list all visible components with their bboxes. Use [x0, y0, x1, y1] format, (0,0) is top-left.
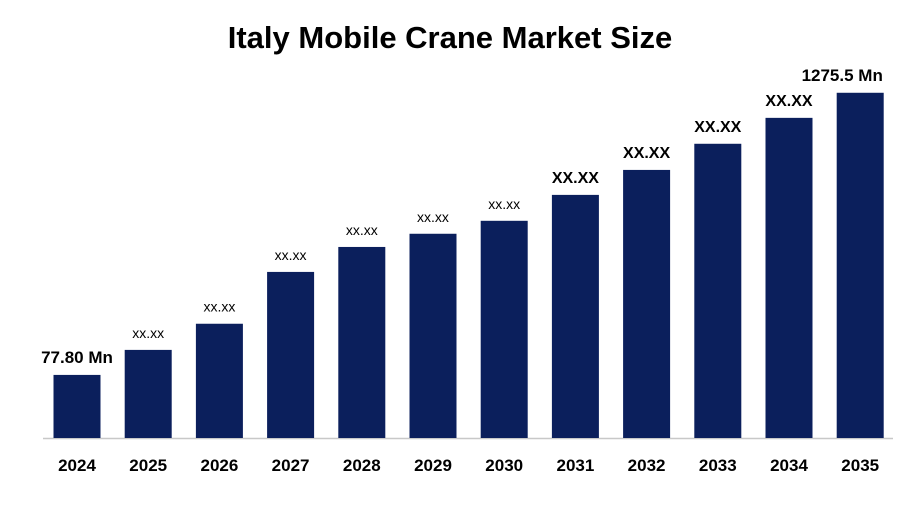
x-tick-label: 2033 [699, 456, 737, 475]
bar [836, 92, 884, 438]
bar [480, 220, 528, 438]
value-label: 77.80 Mn [41, 348, 113, 367]
bar [267, 271, 315, 438]
bar [338, 246, 386, 438]
value-label: XX.XX [694, 119, 741, 136]
x-tick-label: 2032 [628, 456, 666, 475]
x-tick-label: 2027 [272, 456, 310, 475]
bar [694, 143, 742, 439]
bar [551, 194, 599, 438]
value-label: XX.XX [765, 93, 812, 110]
x-tick-label: 2034 [770, 456, 808, 475]
value-label: xx.xx [203, 299, 235, 315]
bar [124, 349, 172, 438]
bar [409, 233, 457, 438]
value-label: xx.xx [275, 247, 307, 263]
x-tick-label: 2030 [485, 456, 523, 475]
value-label: xx.xx [417, 209, 449, 225]
x-tick-label: 2025 [129, 456, 167, 475]
bar [195, 323, 243, 438]
x-tick-label: 2028 [343, 456, 381, 475]
x-tick-label: 2024 [58, 456, 96, 475]
x-tick-label: 2031 [556, 456, 594, 475]
bar [53, 374, 101, 438]
value-label: 1275.5 Mn [802, 66, 883, 85]
value-label: XX.XX [552, 170, 599, 187]
value-label: xx.xx [488, 196, 520, 212]
value-label: xx.xx [132, 325, 164, 341]
chart-title: Italy Mobile Crane Market Size [228, 20, 672, 55]
x-tick-label: 2029 [414, 456, 452, 475]
value-label: xx.xx [346, 222, 378, 238]
value-label: XX.XX [623, 145, 670, 162]
bar [765, 117, 813, 438]
x-tick-label: 2026 [200, 456, 238, 475]
bar [623, 169, 671, 438]
x-tick-label: 2035 [841, 456, 879, 475]
